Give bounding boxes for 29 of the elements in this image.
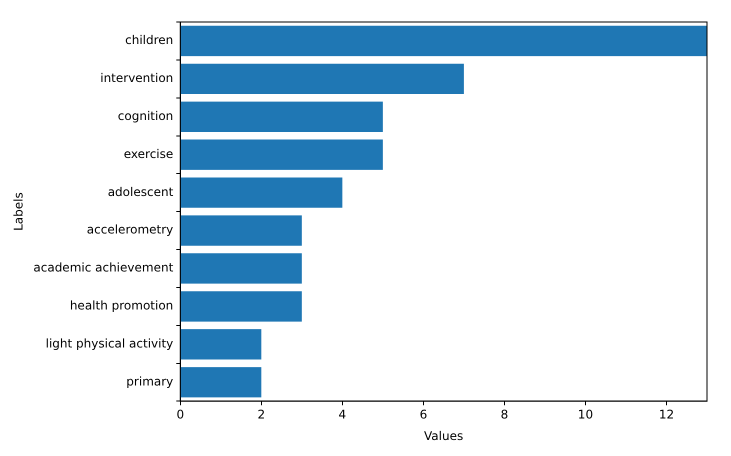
y-axis-title: Labels (11, 192, 26, 231)
bar (180, 64, 464, 94)
x-tick-label: 4 (338, 408, 346, 422)
x-axis-title: Values (424, 428, 464, 443)
bar (180, 291, 302, 322)
y-tick-label: health promotion (70, 298, 174, 313)
y-tick-label: cognition (118, 108, 174, 123)
y-tick-label: accelerometry (86, 222, 174, 237)
bar (180, 215, 302, 246)
bar (180, 177, 342, 208)
y-tick-label: academic achievement (33, 260, 174, 275)
bar (180, 102, 383, 132)
y-tick-label: children (125, 33, 174, 48)
y-tick-label: primary (126, 374, 174, 388)
x-tick-label: 8 (500, 408, 508, 422)
x-tick-label: 2 (257, 408, 266, 422)
bar (180, 329, 262, 360)
bar (180, 367, 262, 398)
x-tick-label: 12 (658, 408, 674, 422)
bar (180, 140, 383, 170)
x-tick-label: 0 (176, 408, 184, 422)
y-tick-label: light physical activity (46, 336, 174, 350)
y-tick-label: adolescent (108, 184, 174, 199)
y-tick-label: intervention (100, 71, 174, 86)
x-tick-label: 10 (578, 408, 594, 422)
bar (180, 253, 302, 284)
x-tick-label: 6 (420, 408, 428, 422)
y-tick-label: exercise (124, 146, 174, 161)
bar (180, 26, 707, 56)
